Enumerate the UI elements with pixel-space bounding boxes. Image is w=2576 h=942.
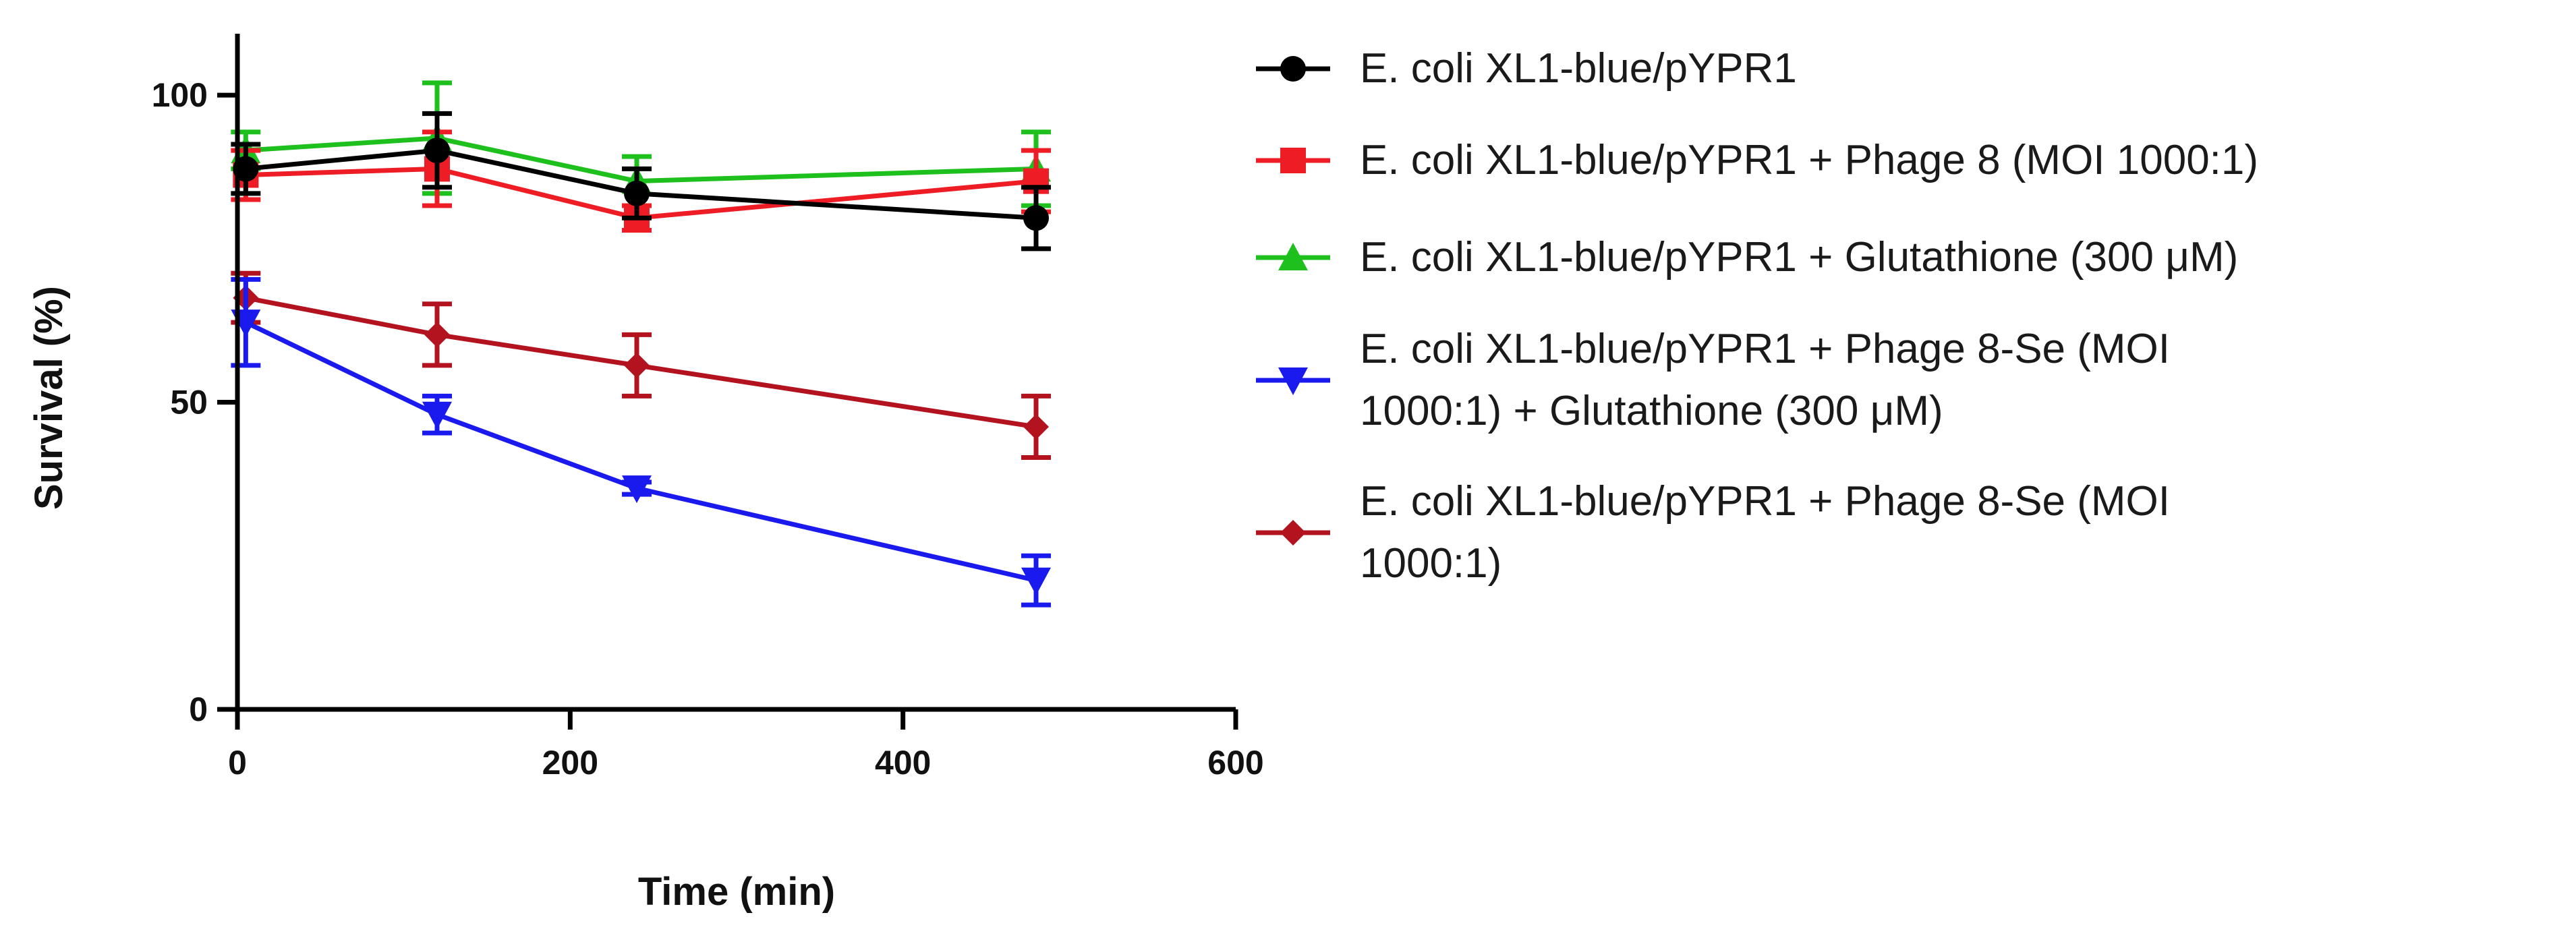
- legend-label: 1000:1): [1360, 540, 1501, 587]
- legend-marker: [1280, 148, 1306, 173]
- legend-entry-1: E. coli XL1-blue/pYPR1: [1256, 45, 1797, 92]
- y-tick-label: 50: [170, 384, 208, 421]
- data-point: [424, 322, 450, 348]
- series-5: [231, 270, 1051, 461]
- legend-label: 1000:1) + Glutathione (300 μM): [1360, 388, 1943, 434]
- legend-label: E. coli XL1-blue/pYPR1 + Glutathione (30…: [1360, 234, 2238, 281]
- series-layer: [231, 80, 1051, 608]
- x-tick-label: 400: [875, 744, 931, 782]
- x-tick-label: 600: [1207, 744, 1263, 782]
- y-ticks: 0 50 100: [152, 76, 237, 728]
- series-line: [244, 320, 1037, 583]
- legend-label: E. coli XL1-blue/pYPR1 + Phage 8-Se (MOI: [1360, 478, 2170, 525]
- legend-marker: [1278, 243, 1308, 270]
- y-tick-label: 0: [189, 690, 208, 728]
- x-tick-label: 0: [228, 744, 247, 782]
- x-axis-title: Time (min): [638, 870, 835, 914]
- series-line: [246, 136, 1037, 184]
- legend-label: E. coli XL1-blue/pYPR1: [1360, 45, 1797, 92]
- y-tick-label: 100: [152, 76, 208, 114]
- data-point: [422, 401, 452, 430]
- data-point: [624, 180, 650, 206]
- series-line: [246, 166, 1037, 220]
- y-axis-title: Survival (%): [27, 286, 71, 510]
- legend-label: E. coli XL1-blue/pYPR1 + Phage 8 (MOI 10…: [1360, 137, 2258, 183]
- x-tick-label: 200: [542, 744, 598, 782]
- legend: E. coli XL1-blue/pYPR1 E. coli XL1-blue/p…: [1256, 45, 2258, 587]
- legend-entry-5: E. coli XL1-blue/pYPR1 + Phage 8-Se (MOI…: [1256, 478, 2170, 587]
- legend-entry-3: E. coli XL1-blue/pYPR1 + Glutathione (30…: [1256, 234, 2238, 281]
- legend-marker: [1278, 367, 1308, 395]
- series-line: [245, 148, 1037, 220]
- plot-area: 0 50 100 0 200 400 600: [152, 34, 1264, 782]
- legend-entry-4: E. coli XL1-blue/pYPR1 + Phage 8-Se (MOI…: [1256, 326, 2170, 434]
- data-point: [1023, 205, 1049, 231]
- data-point: [624, 352, 650, 378]
- legend-marker: [1280, 520, 1306, 546]
- legend-marker: [1280, 56, 1306, 82]
- data-point: [424, 138, 450, 164]
- legend-entry-2: E. coli XL1-blue/pYPR1 + Phage 8 (MOI 10…: [1256, 137, 2258, 183]
- legend-label: E. coli XL1-blue/pYPR1 + Phage 8-Se (MOI: [1360, 326, 2170, 372]
- series-4: [231, 276, 1051, 608]
- x-ticks: 0 200 400 600: [228, 709, 1264, 782]
- data-point: [1023, 413, 1049, 440]
- series-line: [245, 295, 1037, 430]
- data-point: [622, 475, 652, 504]
- data-point: [1021, 567, 1051, 595]
